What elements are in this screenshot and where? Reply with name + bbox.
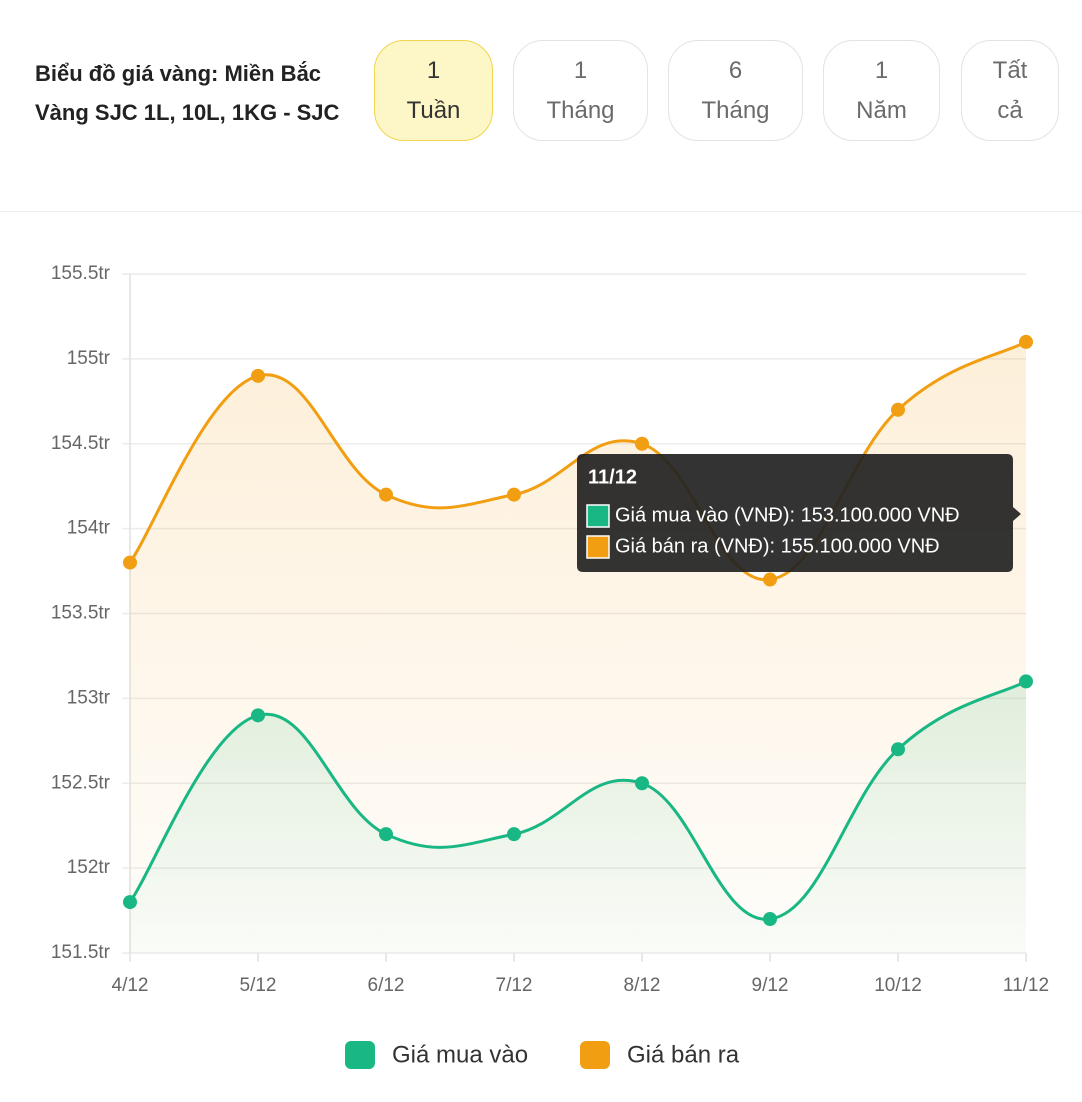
point (123, 895, 137, 910)
range-button[interactable]: Tất cả (961, 40, 1059, 141)
chart-title: Biểu đồ giá vàng: Miền Bắc Vàng SJC 1L, … (35, 61, 340, 125)
tooltip-box (577, 454, 1021, 572)
point (635, 436, 649, 451)
point (763, 572, 777, 587)
y-tick-label: 153.5tr (51, 603, 111, 624)
point (251, 708, 265, 723)
range-button-text: 1 (874, 56, 889, 84)
y-tick-label: 151.5tr (51, 942, 111, 963)
x-tick-label: 5/12 (240, 975, 277, 996)
y-tick-label: 152tr (67, 857, 111, 878)
point (507, 487, 521, 502)
x-tick-label: 4/12 (112, 975, 149, 996)
range-button[interactable]: 1 Năm (823, 40, 940, 141)
x-tick-label: 8/12 (624, 975, 661, 996)
range-button-text: Tất (992, 56, 1028, 84)
range-button-text: Tháng (701, 96, 770, 124)
point (763, 912, 777, 927)
x-tick-label: 10/12 (874, 975, 922, 996)
range-button-text: Tuần (406, 96, 461, 124)
range-button-text: cả (997, 96, 1023, 124)
x-tick-label: 11/12 (1003, 975, 1049, 996)
tooltip-line: Giá mua vào (VNĐ): 153.100.000 VNĐ (615, 504, 960, 526)
point (1019, 334, 1033, 349)
range-button-text: 1 (573, 56, 588, 84)
x-tick-label: 9/12 (752, 975, 789, 996)
point (123, 555, 137, 570)
tooltip-swatch (586, 535, 610, 559)
range-button-text: Tháng (546, 96, 615, 124)
y-tick-label: 152.5tr (51, 772, 111, 793)
legend-swatch (345, 1041, 375, 1069)
range-button-text: 6 (728, 56, 743, 84)
point (891, 742, 905, 757)
range-button-text: Năm (856, 96, 907, 124)
point (507, 827, 521, 842)
point (379, 487, 393, 502)
y-tick-label: 154tr (67, 518, 111, 539)
range-button[interactable]: 6 Tháng (668, 40, 803, 141)
legend-label: Giá bán ra (627, 1041, 740, 1068)
x-tick-label: 7/12 (496, 975, 533, 996)
tooltip-line: Giá bán ra (VNĐ): 155.100.000 VNĐ (615, 535, 940, 557)
legend-swatch (580, 1041, 610, 1069)
y-tick-label: 153tr (67, 687, 111, 708)
range-button[interactable]: 1 Tuần (374, 40, 493, 141)
legend-label: Giá mua vào (392, 1041, 528, 1068)
point (1019, 674, 1033, 689)
point (379, 827, 393, 842)
area (130, 341, 1026, 953)
range-button[interactable]: 1 Tháng (513, 40, 648, 141)
point (891, 402, 905, 417)
y-tick-label: 155tr (67, 348, 111, 369)
tooltip-swatch (586, 504, 610, 528)
point (251, 368, 265, 383)
point (635, 776, 649, 791)
tooltip-title: 11/12 (588, 466, 637, 488)
separator (0, 211, 1082, 212)
range-button-text: 1 (426, 56, 441, 84)
y-tick-label: 154.5tr (51, 433, 111, 454)
y-tick-label: 155.5tr (51, 263, 111, 284)
x-tick-label: 6/12 (368, 975, 405, 996)
